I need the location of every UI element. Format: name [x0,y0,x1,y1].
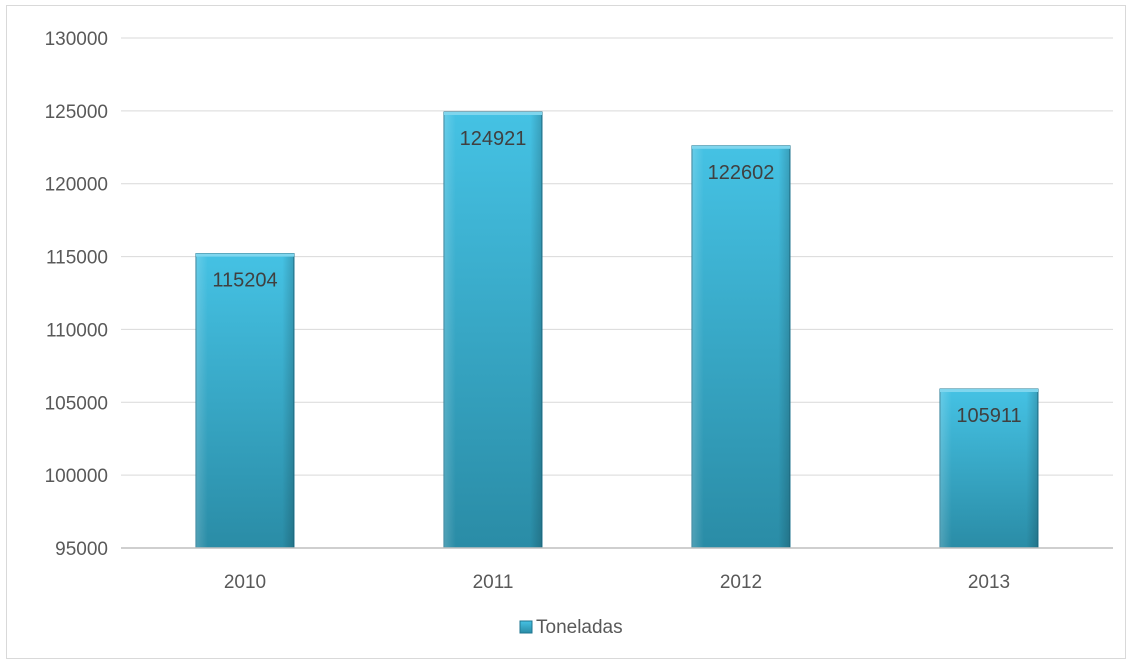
legend-swatch [519,620,533,634]
bar-top-edge [940,389,1038,393]
bar-shine [196,253,294,548]
legend-label: Toneladas [536,617,623,638]
y-tick-label: 125000 [45,102,108,123]
y-tick-label: 120000 [45,175,108,196]
bar-top-edge [196,253,294,257]
y-tick-label: 130000 [45,29,108,50]
y-tick-label: 105000 [45,393,108,414]
chart-area: 95000 100000 105000 110000 115000 120000 12500… [6,5,1126,659]
bar-shine [692,145,790,548]
y-tick-label: 115000 [46,248,108,269]
bar-top-edge [692,145,790,149]
data-label-2013: 105911 [956,405,1021,427]
x-tick-label-2011: 2011 [473,572,514,593]
bar-shine [444,112,542,548]
data-labels: 115204 124921 122602 105911 [212,128,1021,427]
y-axis: 95000 100000 105000 110000 115000 120000 12500… [45,29,108,560]
data-label-2010: 115204 [212,270,277,292]
bars [195,111,1039,549]
x-tick-label-2013: 2013 [968,572,1010,593]
data-label-2012: 122602 [708,162,775,184]
y-tick-label: 110000 [46,320,108,341]
x-tick-label-2010: 2010 [224,572,266,593]
legend: Toneladas [519,617,623,638]
data-label-2011: 124921 [460,128,527,150]
y-tick-label: 95000 [55,539,108,560]
bar-top-edge [444,112,542,116]
x-axis: 2010 2011 2012 2013 [121,547,1113,593]
bar-shine [940,389,1038,548]
y-tick-label: 100000 [45,466,108,487]
x-tick-label-2012: 2012 [720,572,762,593]
bar-chart: 95000 100000 105000 110000 115000 120000 12500… [45,29,1113,638]
